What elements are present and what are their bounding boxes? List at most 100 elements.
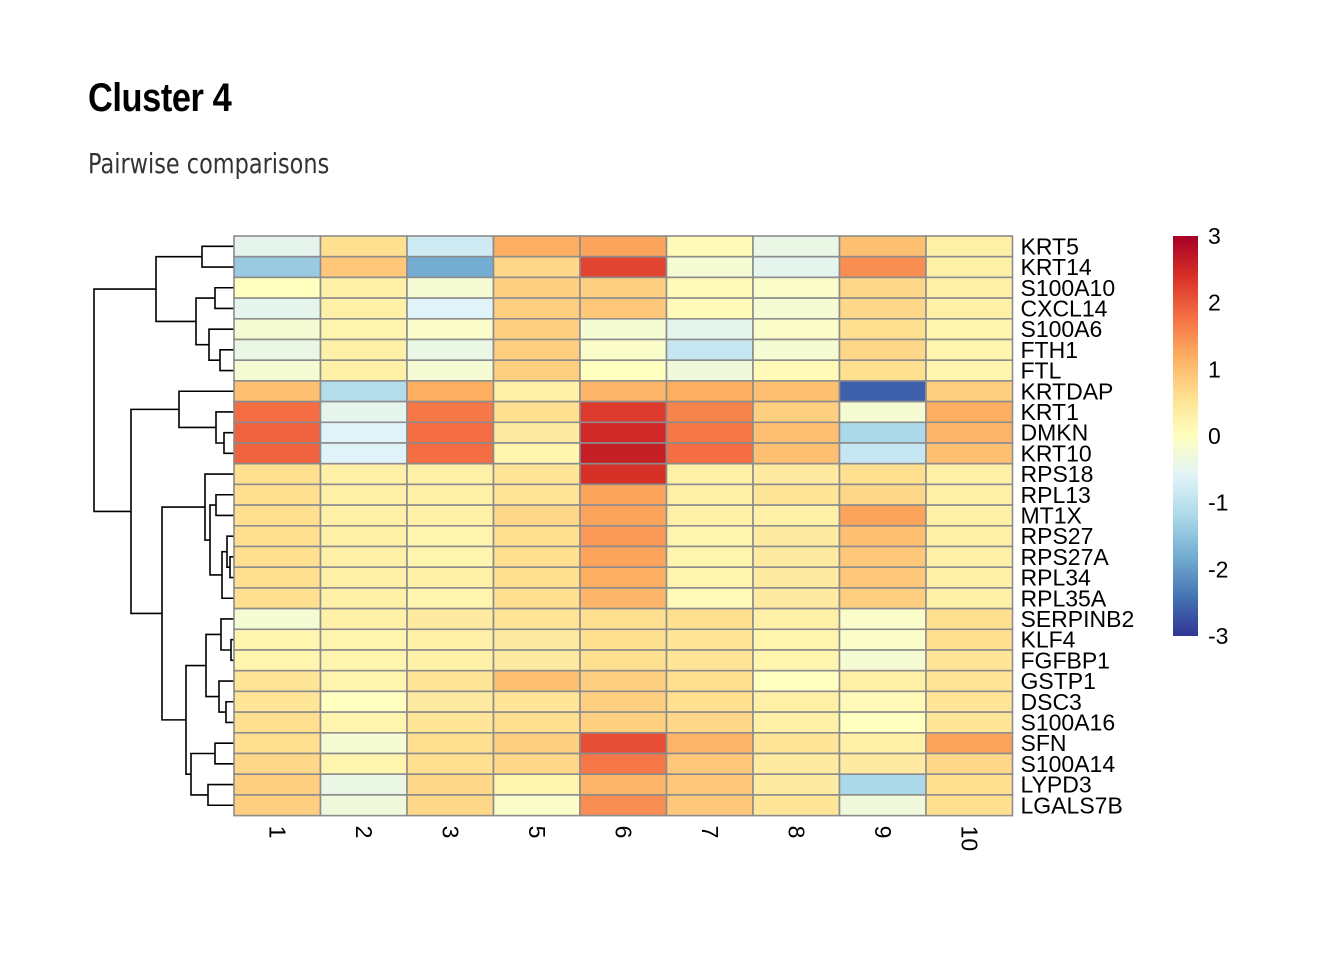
heatmap-cell: [492, 400, 581, 424]
heatmap-cell: [838, 483, 927, 506]
heatmap-cell: [319, 690, 408, 713]
heatmap-cell: [925, 421, 1014, 444]
heatmap-cell: [406, 276, 495, 299]
heatmap-cell: [233, 400, 322, 424]
heatmap-cell: [492, 711, 581, 734]
heatmap-cell: [665, 483, 754, 506]
heatmap-cell: [925, 731, 1014, 755]
heatmap-cell: [752, 731, 841, 755]
heatmap-cell: [665, 566, 754, 589]
dendrogram-branch: [219, 349, 234, 372]
heatmap-cell: [665, 317, 754, 341]
heatmap-cell: [752, 587, 841, 610]
row-label: DMKN: [1021, 420, 1089, 446]
heatmap-cell: [925, 442, 1014, 465]
heatmap-cell: [752, 483, 841, 506]
heatmap-cell: [579, 731, 668, 755]
heatmap-cell: [665, 649, 754, 672]
heatmap-cell: [492, 462, 581, 486]
heatmap-cell: [579, 669, 668, 693]
colorbar-tick-label: -2: [1208, 556, 1228, 582]
heatmap-cell: [492, 255, 581, 279]
heatmap-cell: [319, 587, 408, 610]
heatmap-cell: [492, 483, 581, 506]
heatmap-cell: [925, 773, 1014, 796]
heatmap-cell: [406, 545, 495, 569]
heatmap-cell: [579, 607, 668, 631]
heatmap-cell: [925, 794, 1014, 817]
heatmap-cell: [406, 607, 495, 631]
heatmap-cell: [752, 794, 841, 817]
heatmap-cell: [579, 235, 668, 258]
heatmap-cell: [319, 545, 408, 569]
heatmap-cell: [838, 317, 927, 341]
heatmap-cell: [579, 297, 668, 320]
heatmap-cell: [579, 255, 668, 279]
heatmap-cell: [752, 607, 841, 631]
column-label: 3: [437, 826, 463, 839]
heatmap-cell: [925, 752, 1014, 776]
dendrogram-branch: [208, 328, 234, 361]
column-label: 8: [783, 826, 809, 839]
heatmap-cell: [579, 504, 668, 527]
chart-subtitle: Pairwise comparisons: [88, 147, 330, 180]
heatmap-cell: [492, 442, 581, 465]
heatmap-cell: [579, 483, 668, 506]
heatmap-cell: [233, 276, 322, 299]
heatmap-cell: [752, 255, 841, 279]
heatmap-cell: [579, 338, 668, 362]
heatmap-cell: [319, 359, 408, 382]
row-label: RPS27A: [1021, 544, 1110, 570]
heatmap-cell: [319, 421, 408, 444]
heatmap-cell: [319, 794, 408, 817]
heatmap-cell: [233, 255, 322, 279]
row-label: S100A14: [1021, 751, 1116, 777]
dendrogram-branch: [214, 286, 234, 310]
heatmap-cell: [752, 462, 841, 486]
dendrogram-branch: [93, 288, 156, 513]
heatmap-cell: [319, 504, 408, 527]
heatmap-cell: [319, 255, 408, 279]
heatmap-cell: [925, 587, 1014, 610]
heatmap-cell: [492, 773, 581, 796]
heatmap-cell: [319, 483, 408, 506]
dendrogram-branch: [223, 431, 234, 455]
heatmap-cell: [838, 276, 927, 299]
heatmap-cell: [406, 255, 495, 279]
heatmap-cell: [665, 504, 754, 527]
heatmap-cell: [233, 587, 322, 610]
heatmap-cell: [665, 524, 754, 548]
heatmap-cell: [925, 607, 1014, 631]
heatmap-cell: [233, 462, 322, 486]
heatmap-cell: [838, 731, 927, 755]
heatmap-cell: [406, 235, 495, 258]
heatmap-cell: [579, 545, 668, 569]
heatmap-cell: [319, 317, 408, 341]
heatmap-cell: [838, 359, 927, 382]
heatmap-cell: [579, 380, 668, 403]
color-legend: 3 2 1 0 -1 -2 -3: [1173, 223, 1228, 649]
heatmap-cell: [233, 566, 322, 589]
heatmap-cell: [406, 400, 495, 424]
row-label: KRT5: [1021, 233, 1079, 259]
heatmap-cell: [752, 442, 841, 465]
row-label: RPL13: [1021, 482, 1091, 508]
heatmap-cell: [752, 711, 841, 734]
heatmap-cell: [925, 524, 1014, 548]
heatmap-cell: [665, 587, 754, 610]
heatmap-cell: [579, 359, 668, 382]
heatmap-cell: [752, 380, 841, 403]
heatmap-cell: [233, 235, 322, 258]
heatmap-cell: [665, 628, 754, 651]
heatmap-cell: [492, 380, 581, 403]
heatmap-cell: [838, 545, 927, 569]
heatmap-cell: [665, 400, 754, 424]
heatmap-cell: [665, 607, 754, 631]
heatmap-cell: [579, 628, 668, 651]
heatmap-cell: [925, 649, 1014, 672]
heatmap-cell: [665, 669, 754, 693]
heatmap-cell: [233, 607, 322, 631]
heatmap-cell: [406, 690, 495, 713]
row-label: RPL34: [1021, 565, 1092, 591]
